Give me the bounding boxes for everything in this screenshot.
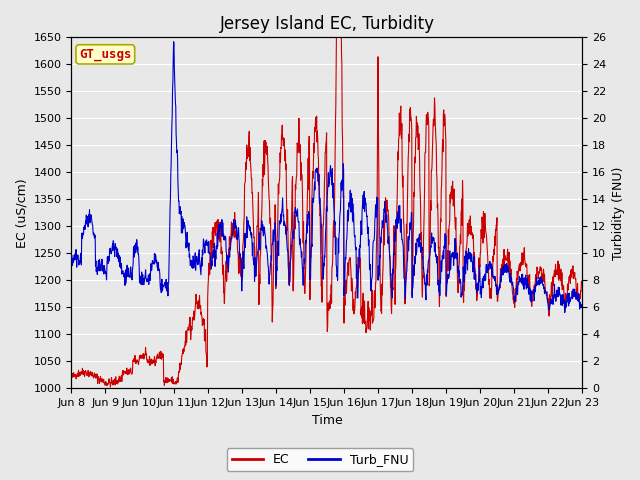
Text: GT_usgs: GT_usgs [79,48,132,61]
Title: Jersey Island EC, Turbidity: Jersey Island EC, Turbidity [220,15,435,33]
Legend: EC, Turb_FNU: EC, Turb_FNU [227,448,413,471]
Y-axis label: EC (uS/cm): EC (uS/cm) [15,178,28,248]
X-axis label: Time: Time [312,414,342,427]
Y-axis label: Turbidity (FNU): Turbidity (FNU) [612,166,625,260]
